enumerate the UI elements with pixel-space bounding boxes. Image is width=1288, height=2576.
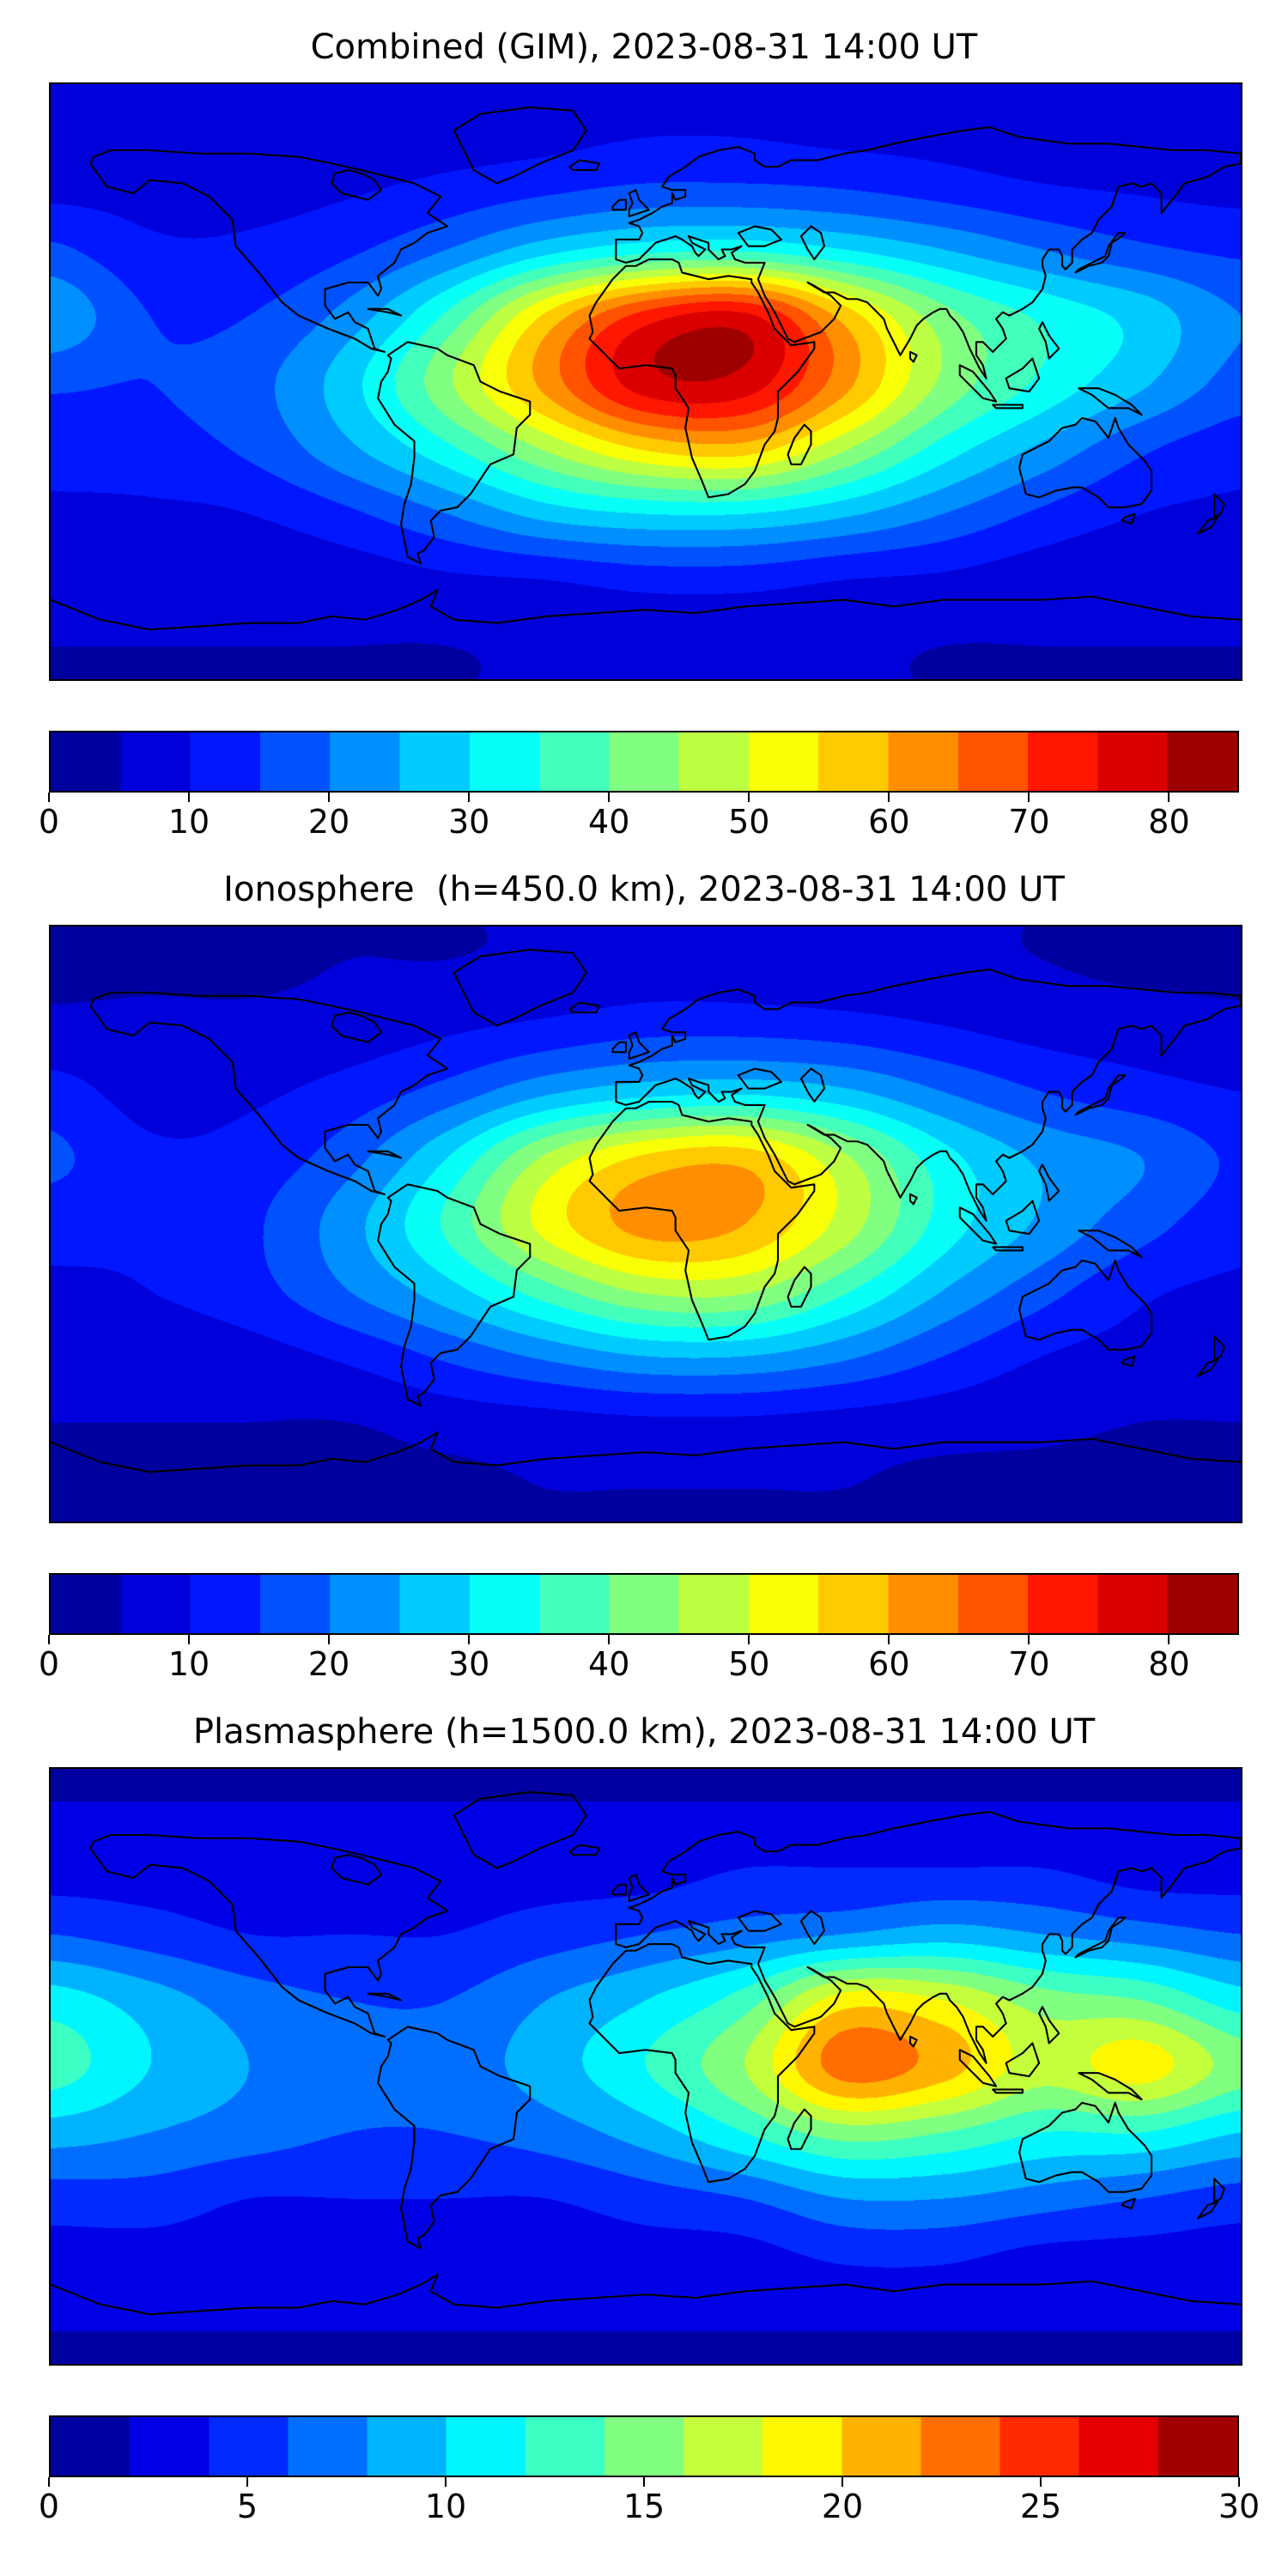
colorbar-tick-label: 20 [821, 2488, 864, 2525]
colorbar-tick-label: 80 [1148, 1645, 1190, 1683]
colorbar-tick [841, 2477, 843, 2487]
colorbar-tick-label: 30 [447, 1645, 490, 1683]
panel-combined-gim: Combined (GIM), 2023-08-31 14:00 UT 0 10 2… [39, 27, 1242, 849]
colorbar-tick [188, 1635, 191, 1644]
colorbar-tick [468, 793, 471, 802]
coastline-overlay [51, 948, 1241, 1473]
colorbar-tick [1238, 2477, 1240, 2487]
colorbar-tick [1028, 793, 1030, 802]
colorbar-ticks-combined: 0 10 20 30 40 50 60 70 80 [39, 793, 1239, 849]
colorbar-tick [328, 793, 331, 802]
colorbar-plasmasphere [49, 2415, 1239, 2477]
colorbar-ticks-plasmasphere: 0 5 10 15 20 25 30 [39, 2477, 1260, 2534]
colorbar-tick-label: 0 [38, 2488, 60, 2525]
tec-contour-canvas-ionosphere [51, 927, 1241, 1522]
colorbar-tick-label: 60 [868, 803, 910, 841]
colorbar-tick [1040, 2477, 1042, 2487]
colorbar-combined [49, 731, 1239, 793]
colorbar-ionosphere [49, 1573, 1239, 1635]
panel-ionosphere: Ionosphere (h=450.0 km), 2023-08-31 14:0… [39, 870, 1242, 1692]
colorbar-tick [748, 1635, 750, 1644]
coastline-overlay [51, 106, 1241, 631]
colorbar-tick [468, 1635, 471, 1644]
colorbar-tick-label: 70 [1008, 1645, 1050, 1683]
colorbar-tick [246, 2477, 248, 2487]
colorbar-tick-label: 40 [588, 803, 630, 841]
colorbar-tick [328, 1635, 331, 1644]
colorbar-tick-label: 0 [38, 803, 60, 841]
colorbar-tick [48, 2477, 50, 2487]
colorbar-tick [748, 793, 750, 802]
colorbar-tick-label: 10 [424, 2488, 467, 2525]
colorbar-tick [888, 793, 890, 802]
colorbar-tick-label: 70 [1008, 803, 1050, 841]
colorbar-tick-label: 10 [167, 803, 210, 841]
colorbar-tick [888, 1635, 890, 1644]
colorbar-tick [1168, 1635, 1170, 1644]
tec-contour-canvas-plasmasphere [51, 1769, 1241, 2364]
panel-title-ionosphere: Ionosphere (h=450.0 km), 2023-08-31 14:0… [223, 870, 1065, 909]
colorbar-tick [608, 793, 611, 802]
colorbar-tick [1168, 793, 1170, 802]
colorbar-tick-label: 5 [236, 2488, 258, 2525]
colorbar-tick [643, 2477, 645, 2487]
coastline-overlay [51, 1790, 1241, 2316]
colorbar-tick-label: 50 [728, 803, 770, 841]
panel-title-plasmasphere: Plasmasphere (h=1500.0 km), 2023-08-31 1… [192, 1712, 1096, 1752]
colorbar-tick [1028, 1635, 1030, 1644]
colorbar-tick-label: 20 [307, 1645, 350, 1683]
colorbar-tick-label: 50 [728, 1645, 770, 1683]
colorbar-tick-label: 30 [447, 803, 490, 841]
colorbar-tick-label: 10 [167, 1645, 210, 1683]
colorbar-gradient [51, 732, 1237, 791]
colorbar-ticks-ionosphere: 0 10 20 30 40 50 60 70 80 [39, 1635, 1239, 1692]
colorbar-gradient [51, 1575, 1237, 1633]
colorbar-tick [445, 2477, 447, 2487]
colorbar-tick-label: 30 [1218, 2488, 1261, 2525]
world-map-plasmasphere [49, 1767, 1242, 2366]
colorbar-tick-label: 20 [307, 803, 350, 841]
world-map-ionosphere [49, 925, 1242, 1523]
colorbar-tick [48, 1635, 50, 1644]
colorbar-tick [48, 793, 50, 802]
colorbar-gradient [51, 2417, 1237, 2476]
colorbar-tick [608, 1635, 611, 1644]
colorbar-tick-label: 0 [38, 1645, 60, 1683]
colorbar-tick [188, 793, 191, 802]
colorbar-tick-label: 60 [868, 1645, 910, 1683]
colorbar-tick-label: 15 [623, 2488, 665, 2525]
tec-contour-canvas-combined [51, 84, 1241, 679]
panel-title-combined: Combined (GIM), 2023-08-31 14:00 UT [310, 27, 978, 67]
world-map-combined [49, 82, 1242, 681]
colorbar-tick-label: 40 [588, 1645, 630, 1683]
colorbar-tick-label: 80 [1148, 803, 1190, 841]
panel-plasmasphere: Plasmasphere (h=1500.0 km), 2023-08-31 1… [39, 1712, 1260, 2534]
colorbar-tick-label: 25 [1019, 2488, 1062, 2525]
